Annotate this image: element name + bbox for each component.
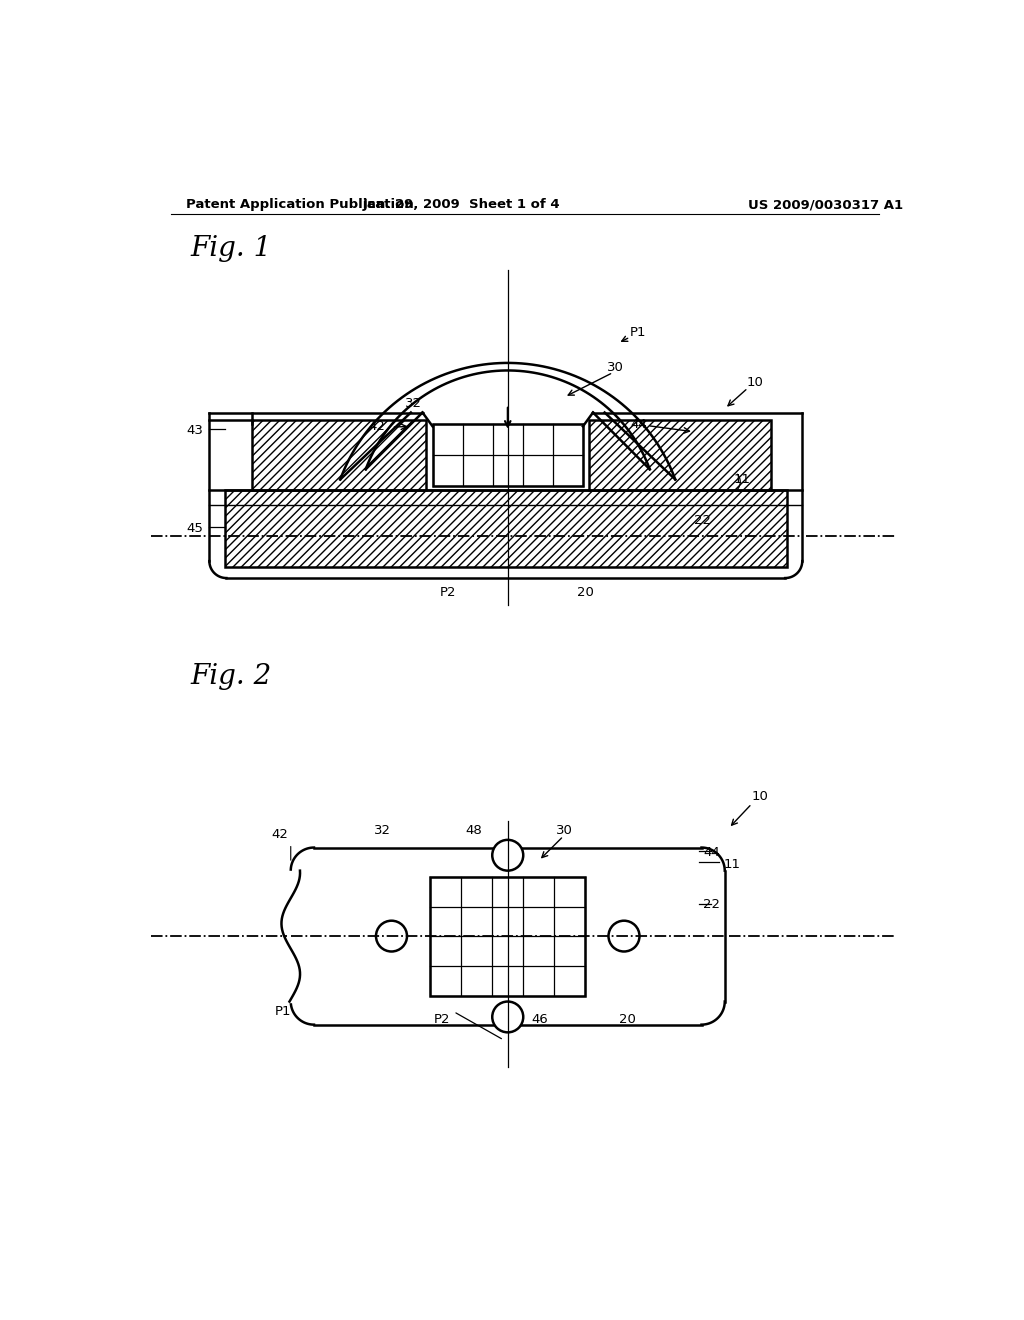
Text: 30: 30 — [607, 360, 624, 374]
Text: 32: 32 — [375, 825, 391, 837]
Text: 22: 22 — [703, 898, 720, 911]
Text: P2: P2 — [439, 586, 456, 599]
Bar — [225, 490, 786, 566]
Bar — [252, 420, 426, 490]
Text: P1: P1 — [630, 326, 647, 339]
Text: 22: 22 — [693, 515, 711, 527]
Text: P1: P1 — [275, 1006, 292, 1019]
Circle shape — [493, 1002, 523, 1032]
Text: 20: 20 — [578, 586, 594, 599]
Text: 11: 11 — [723, 858, 740, 871]
FancyBboxPatch shape — [267, 825, 748, 1048]
Text: 30: 30 — [556, 825, 572, 837]
Text: 32: 32 — [406, 397, 423, 411]
Bar — [589, 420, 771, 490]
Text: Fig. 2: Fig. 2 — [190, 663, 271, 690]
Text: 20: 20 — [618, 1014, 636, 1026]
Text: Fig. 1: Fig. 1 — [190, 235, 271, 263]
Circle shape — [376, 921, 407, 952]
Text: 10: 10 — [752, 789, 769, 803]
Text: 11: 11 — [734, 473, 751, 486]
Text: 45: 45 — [186, 521, 203, 535]
Text: 42: 42 — [369, 420, 385, 433]
Bar — [430, 876, 586, 997]
Text: 44: 44 — [703, 846, 720, 859]
Bar — [432, 424, 583, 486]
Text: Patent Application Publication: Patent Application Publication — [186, 198, 414, 211]
Text: US 2009/0030317 A1: US 2009/0030317 A1 — [748, 198, 903, 211]
Bar — [225, 490, 786, 566]
Circle shape — [493, 840, 523, 871]
Bar — [252, 420, 426, 490]
Text: 43: 43 — [186, 424, 203, 437]
Bar — [589, 420, 771, 490]
Text: P2: P2 — [434, 1014, 451, 1026]
Text: 46: 46 — [531, 1014, 548, 1026]
Circle shape — [608, 921, 640, 952]
Text: 48: 48 — [465, 825, 482, 837]
Text: 44: 44 — [630, 418, 647, 430]
Text: 42: 42 — [271, 829, 288, 841]
Text: Jan. 29, 2009  Sheet 1 of 4: Jan. 29, 2009 Sheet 1 of 4 — [362, 198, 560, 211]
Text: 10: 10 — [746, 376, 763, 389]
